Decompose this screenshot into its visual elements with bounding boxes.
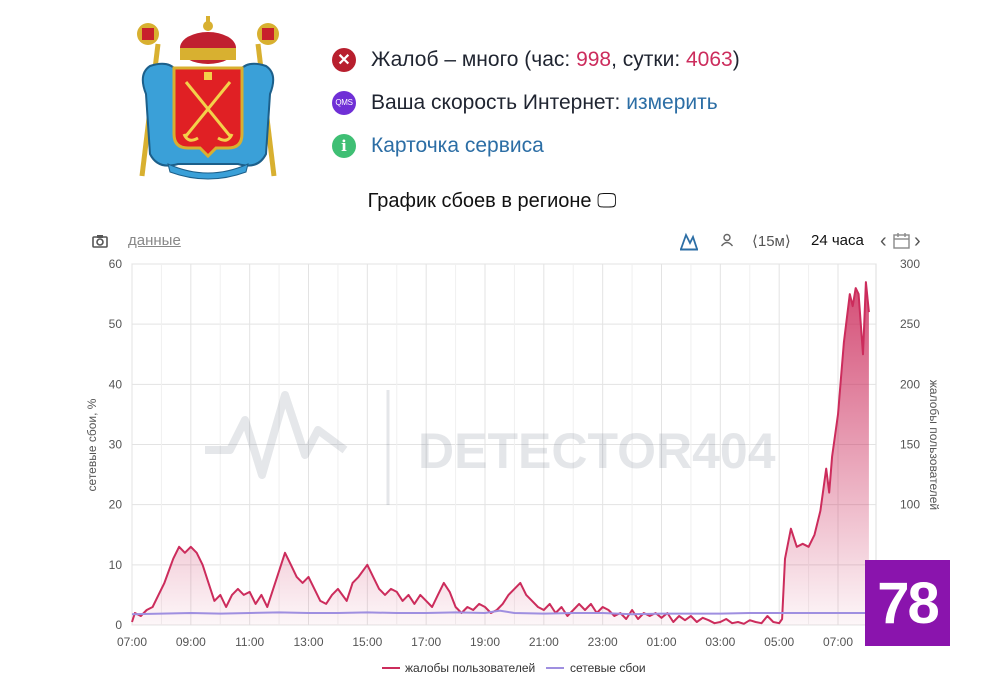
y-tick-right: 250 (900, 317, 920, 331)
day-count: 4063 (685, 47, 733, 71)
legend-complaints: жалобы пользователей (405, 661, 535, 675)
x-tick: 03:00 (705, 635, 735, 649)
service-card-row: i Карточка сервиса (332, 124, 740, 167)
next-day-button[interactable]: › (914, 230, 921, 252)
complaints-text: Жалоб – много (час: 998, сутки: 4063) (371, 48, 740, 72)
x-tick: 21:00 (529, 635, 559, 649)
chart-title: График сбоев в регионе 🖵 (367, 190, 617, 212)
y-tick-right: 100 (900, 498, 920, 512)
x-tick: 09:00 (176, 635, 206, 649)
y-tick-left: 10 (109, 558, 123, 572)
y-axis-right-label: жалобы пользователей (927, 380, 941, 510)
complaints-suffix: ) (732, 47, 740, 71)
service-card-link[interactable]: Карточка сервиса (371, 133, 544, 157)
interval-selector[interactable]: ⟨15м⟩ (752, 233, 791, 250)
y-tick-left: 40 (109, 377, 123, 391)
complaints-area (132, 282, 869, 625)
y-tick-left: 30 (109, 438, 123, 452)
user-icon[interactable] (720, 233, 734, 251)
complaints-prefix: Жалоб – много (час: (371, 47, 577, 71)
speed-label: Ваша скорость Интернет: (371, 90, 621, 114)
status-info: ✕ Жалоб – много (час: 998, сутки: 4063) … (332, 38, 740, 167)
y-tick-left: 0 (115, 618, 122, 632)
x-tick: 07:00 (823, 635, 853, 649)
chart-grid (131, 263, 877, 626)
x-tick: 01:00 (646, 635, 676, 649)
x-tick: 19:00 (470, 635, 500, 649)
qms-icon: QMS (332, 90, 356, 115)
watermark-text: DETECTOR404 (418, 423, 776, 479)
legend-network: сетевые сбои (570, 661, 646, 675)
chart-toolbar: данные ⟨15м⟩ 24 часа ‹ › (0, 230, 984, 254)
range-selector[interactable]: 24 часа (811, 232, 864, 249)
y-tick-left: 60 (109, 257, 123, 271)
channel-78-logo: 78 (865, 560, 950, 646)
x-tick: 15:00 (352, 635, 382, 649)
complaints-separator: , сутки: (611, 47, 686, 71)
camera-icon[interactable] (92, 233, 108, 253)
complaints-row: ✕ Жалоб – много (час: 998, сутки: 4063) (332, 38, 740, 81)
y-axis-left-label: сетевые сбои, % (85, 398, 99, 491)
x-tick: 23:00 (588, 635, 618, 649)
data-link[interactable]: данные (128, 232, 181, 249)
x-tick: 13:00 (293, 635, 323, 649)
calendar-icon[interactable] (893, 233, 910, 253)
y-tick-right: 150 (900, 438, 920, 452)
hour-count: 998 (576, 47, 612, 71)
info-icon: i (332, 133, 356, 158)
x-tick: 05:00 (764, 635, 794, 649)
x-tick: 07:00 (117, 635, 147, 649)
y-tick-right: 300 (900, 257, 920, 271)
coat-of-arms-emblem (128, 14, 288, 180)
x-tick: 11:00 (235, 635, 264, 649)
error-icon: ✕ (332, 47, 356, 72)
area-chart-icon[interactable] (679, 231, 699, 255)
prev-day-button[interactable]: ‹ (880, 230, 887, 252)
y-tick-right: 200 (900, 377, 920, 391)
y-tick-left: 50 (109, 317, 123, 331)
watermark: DETECTOR404 (205, 390, 776, 505)
y-tick-left: 20 (109, 498, 123, 512)
measure-speed-link[interactable]: измерить (626, 90, 718, 114)
complaints-series-line (131, 281, 870, 625)
legend: жалобы пользователей сетевые сбои (382, 661, 646, 675)
x-tick: 17:00 (411, 635, 441, 649)
network-series-line (131, 609, 868, 616)
speed-row: QMS Ваша скорость Интернет: измерить (332, 81, 740, 124)
